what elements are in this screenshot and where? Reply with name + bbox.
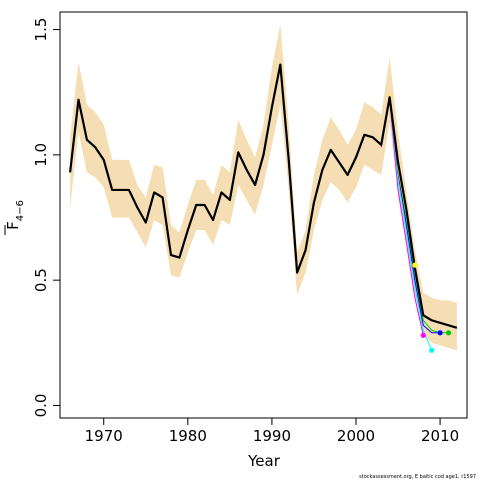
marker-layer [412,262,452,353]
series-end-marker-3 [437,330,443,336]
series-end-marker-5 [412,262,418,268]
y-tick-label: 0.0 [32,394,50,418]
x-tick-label: 1990 [253,427,291,445]
series-line-main [68,63,458,329]
y-axis: 0.0 0.5 1.0 1.5 [32,18,61,418]
y-tick-label: 1.5 [32,18,50,42]
y-tick-label: 0.5 [32,268,50,292]
y-tick-label: 1.0 [32,143,50,167]
x-axis: 1970 1980 1990 2000 2010 [85,417,459,445]
x-tick-label: 2010 [421,427,459,445]
x-tick-label: 1980 [169,427,207,445]
credit-text: stockassessment.org, E baltic cod age1, … [359,474,476,480]
y-axis-title-subscript: 4−6 [15,200,26,221]
y-axis-title: F4−6 [4,200,26,235]
x-tick-label: 2000 [337,427,375,445]
series-end-marker-1 [420,332,426,338]
series-end-marker-2 [429,347,435,353]
x-tick-label: 1970 [85,427,123,445]
y-axis-title-main: F [4,221,22,230]
svg-text:F4−6: F4−6 [4,200,26,230]
series-end-marker-4 [445,330,452,336]
series-layer [68,63,458,351]
x-axis-title: Year [247,452,281,470]
